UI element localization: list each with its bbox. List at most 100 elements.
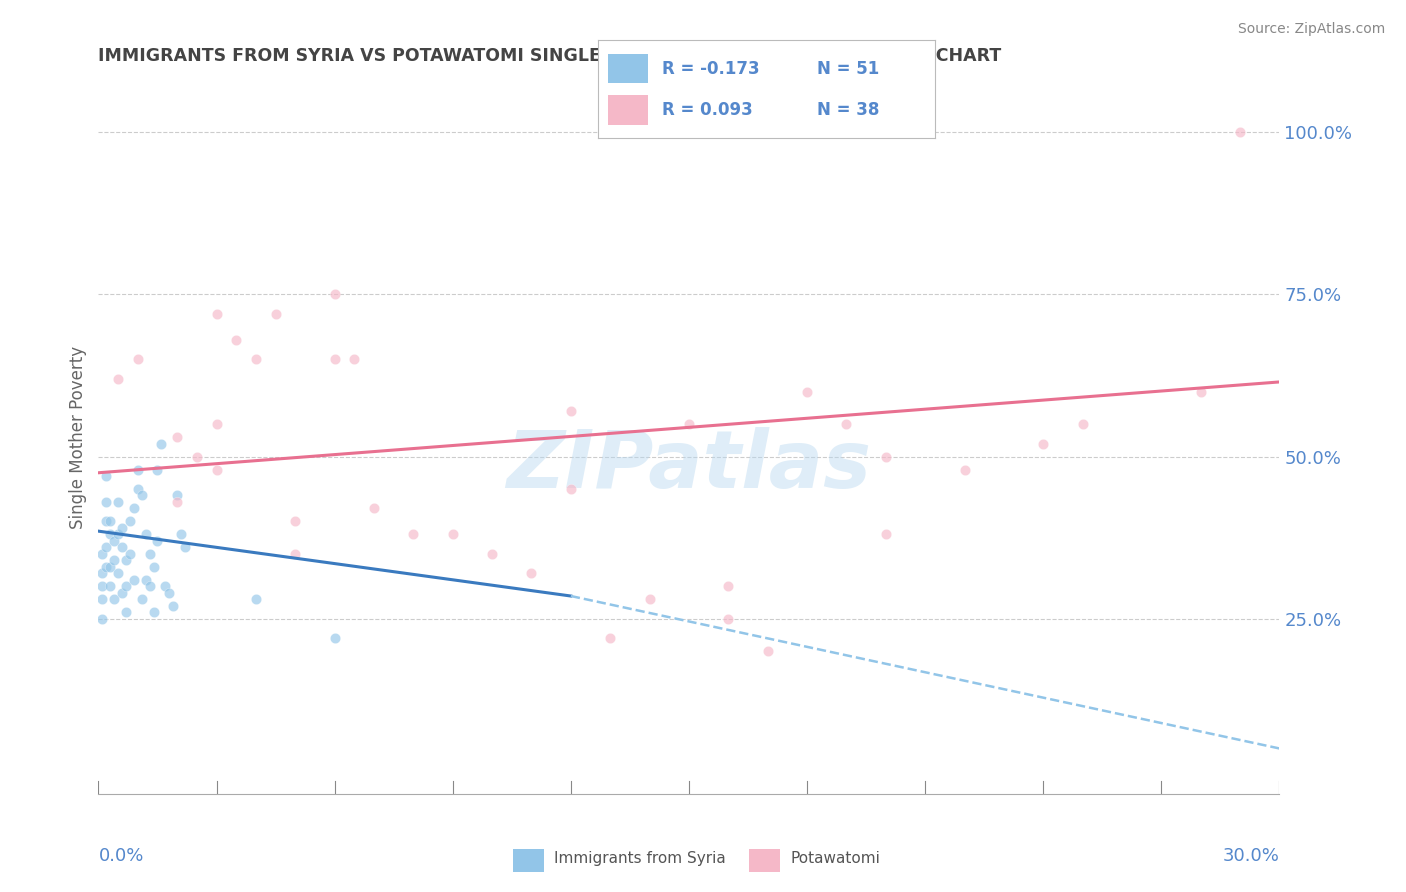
- Text: Immigrants from Syria: Immigrants from Syria: [554, 851, 725, 865]
- Point: [174, 541, 197, 555]
- Point: [103, 533, 125, 548]
- Point: [111, 541, 134, 555]
- Point: [127, 482, 149, 496]
- Point: [157, 586, 180, 600]
- Point: [166, 488, 188, 502]
- Point: [122, 573, 145, 587]
- Point: [284, 547, 307, 561]
- Point: [91, 579, 114, 593]
- Point: [245, 592, 267, 607]
- Text: N = 38: N = 38: [817, 101, 879, 119]
- Text: R = -0.173: R = -0.173: [662, 60, 759, 78]
- Text: ZIPatlas: ZIPatlas: [506, 426, 872, 505]
- Point: [103, 553, 125, 567]
- Text: 0.0%: 0.0%: [98, 847, 143, 865]
- Point: [245, 352, 267, 367]
- Point: [170, 527, 193, 541]
- Point: [717, 612, 740, 626]
- Point: [166, 430, 188, 444]
- Point: [1071, 417, 1094, 431]
- Point: [115, 605, 138, 619]
- Point: [1229, 125, 1251, 139]
- Point: [155, 579, 177, 593]
- Point: [96, 559, 118, 574]
- Point: [131, 488, 153, 502]
- Point: [142, 559, 165, 574]
- Point: [756, 644, 779, 658]
- Point: [1032, 436, 1054, 450]
- Point: [835, 417, 858, 431]
- Point: [284, 515, 307, 529]
- Point: [96, 495, 118, 509]
- Point: [91, 566, 114, 581]
- Point: [115, 579, 138, 593]
- Point: [678, 417, 700, 431]
- Point: [107, 372, 129, 386]
- Point: [91, 612, 114, 626]
- Point: [135, 573, 157, 587]
- Point: [205, 307, 228, 321]
- Point: [111, 521, 134, 535]
- Point: [98, 527, 121, 541]
- Text: N = 51: N = 51: [817, 60, 879, 78]
- Point: [717, 579, 740, 593]
- Point: [103, 592, 125, 607]
- Point: [323, 352, 346, 367]
- Point: [107, 566, 129, 581]
- Point: [186, 450, 208, 464]
- Point: [264, 307, 287, 321]
- Point: [138, 579, 160, 593]
- Point: [225, 333, 247, 347]
- Point: [638, 592, 661, 607]
- Text: Potawatomi: Potawatomi: [790, 851, 880, 865]
- Point: [98, 579, 121, 593]
- Point: [96, 469, 118, 483]
- Point: [96, 515, 118, 529]
- Point: [520, 566, 543, 581]
- Text: IMMIGRANTS FROM SYRIA VS POTAWATOMI SINGLE MOTHER POVERTY CORRELATION CHART: IMMIGRANTS FROM SYRIA VS POTAWATOMI SING…: [98, 47, 1001, 65]
- Point: [122, 501, 145, 516]
- Point: [560, 404, 582, 418]
- Text: Source: ZipAtlas.com: Source: ZipAtlas.com: [1237, 22, 1385, 37]
- Point: [111, 586, 134, 600]
- Point: [205, 417, 228, 431]
- Point: [142, 605, 165, 619]
- Point: [135, 527, 157, 541]
- Point: [481, 547, 503, 561]
- Point: [1189, 384, 1212, 399]
- Point: [115, 553, 138, 567]
- Point: [363, 501, 385, 516]
- Point: [323, 631, 346, 645]
- Point: [107, 495, 129, 509]
- Point: [953, 462, 976, 476]
- Point: [107, 527, 129, 541]
- Point: [441, 527, 464, 541]
- Point: [146, 462, 169, 476]
- Point: [91, 592, 114, 607]
- Point: [560, 482, 582, 496]
- Point: [343, 352, 366, 367]
- Point: [599, 631, 621, 645]
- Point: [162, 599, 184, 613]
- Point: [150, 436, 173, 450]
- Point: [118, 547, 141, 561]
- Point: [205, 462, 228, 476]
- Point: [131, 592, 153, 607]
- Text: R = 0.093: R = 0.093: [662, 101, 752, 119]
- Point: [98, 515, 121, 529]
- Point: [875, 450, 897, 464]
- FancyBboxPatch shape: [607, 95, 648, 125]
- Point: [146, 533, 169, 548]
- Point: [402, 527, 425, 541]
- Point: [138, 547, 160, 561]
- Point: [323, 287, 346, 301]
- Y-axis label: Single Mother Poverty: Single Mother Poverty: [69, 345, 87, 529]
- FancyBboxPatch shape: [607, 54, 648, 83]
- Point: [96, 541, 118, 555]
- Point: [118, 515, 141, 529]
- Point: [796, 384, 818, 399]
- Point: [91, 547, 114, 561]
- Point: [166, 495, 188, 509]
- Text: 30.0%: 30.0%: [1223, 847, 1279, 865]
- Point: [875, 527, 897, 541]
